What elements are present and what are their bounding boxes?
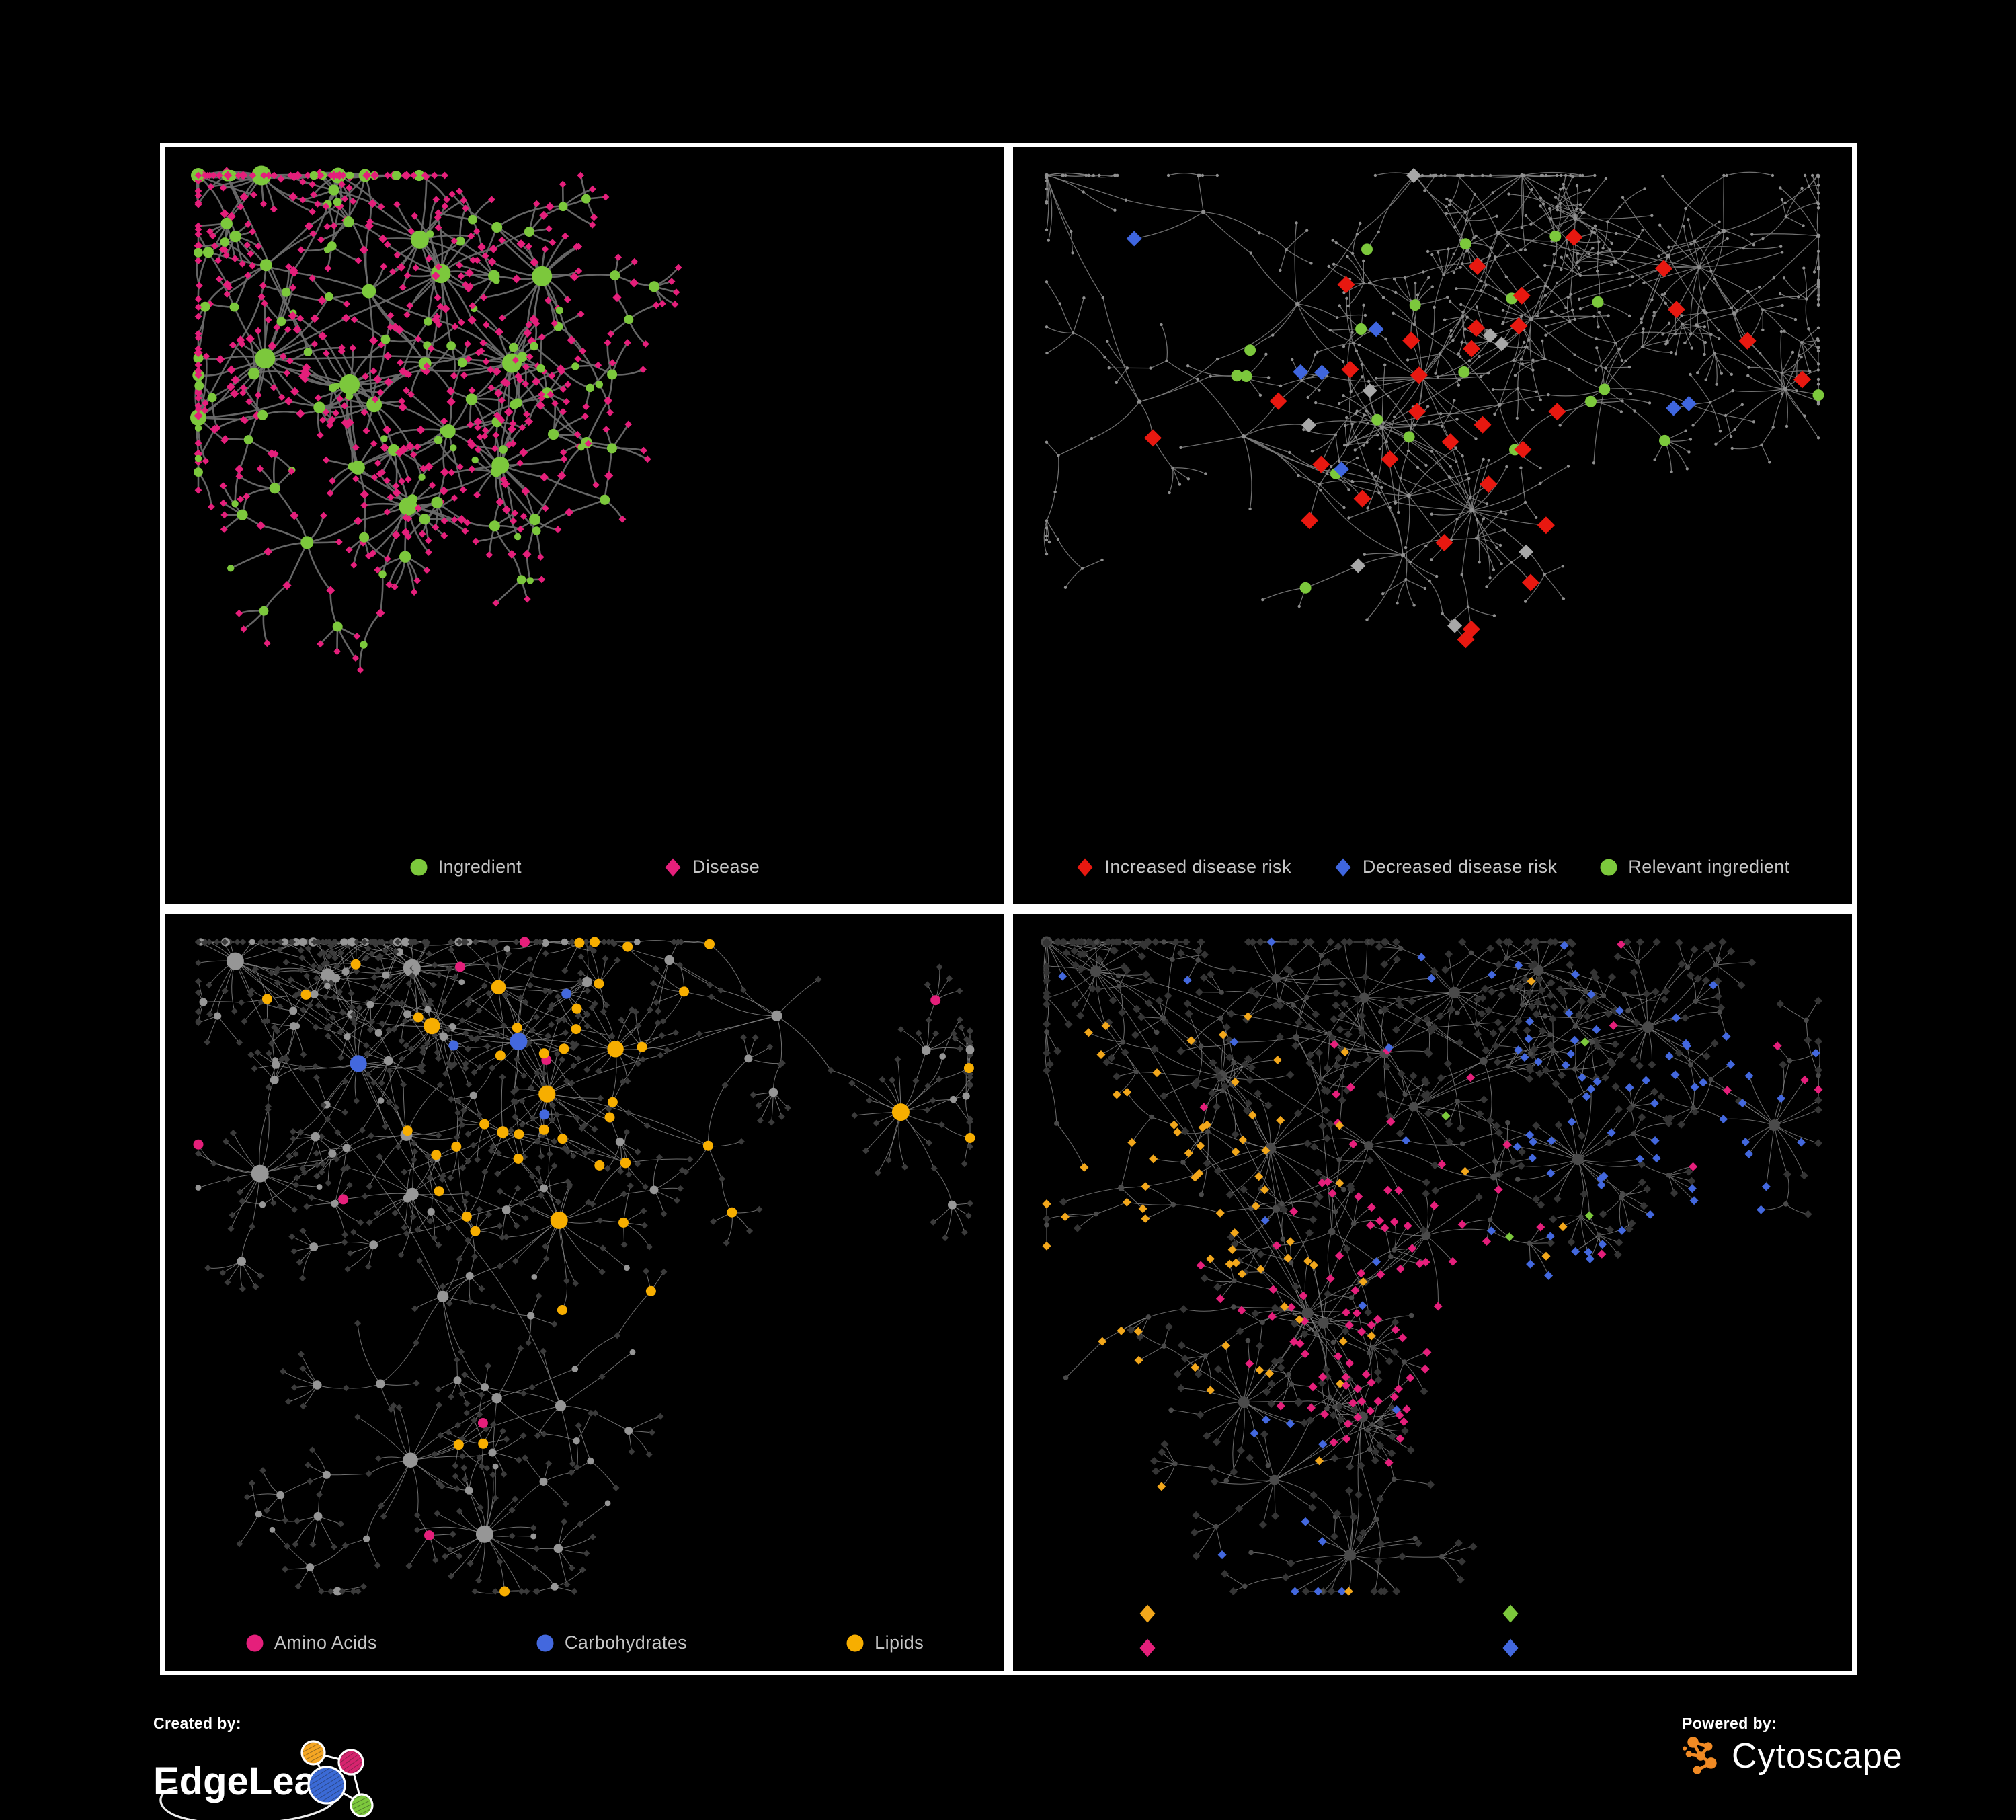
macronutrients-network-canvas (193, 937, 975, 1597)
edgeleap-node-green (350, 1793, 374, 1817)
edgeleap-logo: EdgeLeap (153, 1740, 374, 1820)
nutritional-metabolic-diseases-swatch-icon (1500, 1638, 1521, 1661)
created-by-label: Created by: (153, 1714, 241, 1732)
ingredient-disease-legend: Ingredient Disease (165, 857, 1004, 877)
edgeleap-swoosh (159, 1786, 335, 1820)
ingredient-disease-legend-item-ingredient: Ingredient (409, 857, 522, 877)
amino-acids-swatch-icon (245, 1633, 265, 1653)
edgeleap-credit: Created by: (153, 1714, 382, 1820)
disease-legend-label: Disease (692, 857, 760, 877)
edgeleap-node-magenta (337, 1749, 364, 1776)
cytoscape-credit: Powered by: (1682, 1714, 1903, 1777)
disease-risk-legend: Increased disease risk Decreased disease … (1013, 857, 1852, 877)
macronutrients-legend-item-carbohydrates: Carbohydrates (535, 1632, 687, 1653)
decreased-disease-risk-legend-label: Decreased disease risk (1362, 857, 1558, 877)
cytoscape-wordmark: Cytoscape (1732, 1737, 1903, 1776)
relevant-ingredient-legend-label: Relevant ingredient (1628, 857, 1790, 877)
cytoscape-logo-icon (1683, 1737, 1717, 1774)
carbohydrates-legend-label: Carbohydrates (564, 1632, 688, 1653)
amino-acids-legend-label: Amino Acids (274, 1632, 377, 1653)
relevant-ingredient-swatch-icon (1599, 857, 1619, 877)
disease-swatch-icon (663, 857, 683, 877)
panel-macronutrients: Amino Acids Carbohydrates Lipids (160, 909, 1008, 1675)
ingredient-legend-label: Ingredient (438, 857, 522, 877)
macronutrients-legend: Amino Acids Carbohydrates Lipids (165, 1632, 1004, 1653)
mental-disorders-swatch-icon (1137, 1604, 1158, 1626)
disease-classes-legend-item-nutritional-metabolic-diseases: Nutritional & Metabolic Diseases (1500, 1638, 1852, 1661)
disease-risk-legend-item-increased-disease-risk: Increased disease risk (1075, 857, 1291, 877)
ingredient-disease-network-canvas (190, 165, 682, 674)
panel-disease-risk: Increased disease risk Decreased disease … (1008, 143, 1857, 909)
carbohydrates-swatch-icon (535, 1633, 555, 1653)
disease-classes-legend-item-immune-system-diseases: Immune System Diseases (1500, 1604, 1852, 1627)
decreased-disease-risk-swatch-icon (1333, 857, 1353, 877)
mental-disorders-legend-label: Mental Disorders (1158, 1615, 1239, 1626)
disease-risk-legend-item-decreased-disease-risk: Decreased disease risk (1333, 857, 1557, 877)
edgeleap-node-orange (300, 1740, 326, 1766)
immune-system-diseases-swatch-icon (1500, 1604, 1521, 1626)
panel-disease-classes: Mental Disorders Immune System Diseases Ca… (1008, 909, 1857, 1675)
disease-classes-legend-item-mental-disorders: Mental Disorders (1137, 1604, 1500, 1627)
lipids-swatch-icon (845, 1633, 865, 1653)
disease-classes-legend: Mental Disorders Immune System Diseases Ca… (1137, 1604, 1852, 1661)
lipids-legend-label: Lipids (875, 1632, 924, 1653)
disease-classes-legend-item-cancers: Cancers (1137, 1638, 1500, 1661)
increased-disease-risk-legend-label: Increased disease risk (1104, 857, 1291, 877)
disease-classes-network-canvas (1041, 936, 1823, 1596)
macronutrients-legend-item-lipids: Lipids (845, 1632, 924, 1653)
cancers-legend-label: Cancers (1158, 1649, 1198, 1661)
macronutrients-legend-item-amino-acids: Amino Acids (245, 1632, 377, 1653)
increased-disease-risk-swatch-icon (1075, 857, 1095, 877)
edgeleap-node-blue (307, 1766, 346, 1805)
cancers-swatch-icon (1137, 1638, 1158, 1661)
nutritional-metabolic-diseases-legend-label: Nutritional & Metabolic Diseases (1521, 1649, 1676, 1661)
disease-risk-legend-item-relevant-ingredient: Relevant ingredient (1599, 857, 1789, 877)
ingredient-disease-legend-item-disease: Disease (663, 857, 760, 877)
powered-by-label: Powered by: (1682, 1714, 1777, 1732)
network-grid: Ingredient Disease Increased disease risk… (160, 143, 1857, 1675)
immune-system-diseases-legend-label: Immune System Diseases (1521, 1615, 1646, 1626)
disease-risk-network-canvas (1043, 168, 1824, 649)
ingredient-swatch-icon (409, 857, 429, 877)
panel-ingredient-disease: Ingredient Disease (160, 143, 1008, 909)
